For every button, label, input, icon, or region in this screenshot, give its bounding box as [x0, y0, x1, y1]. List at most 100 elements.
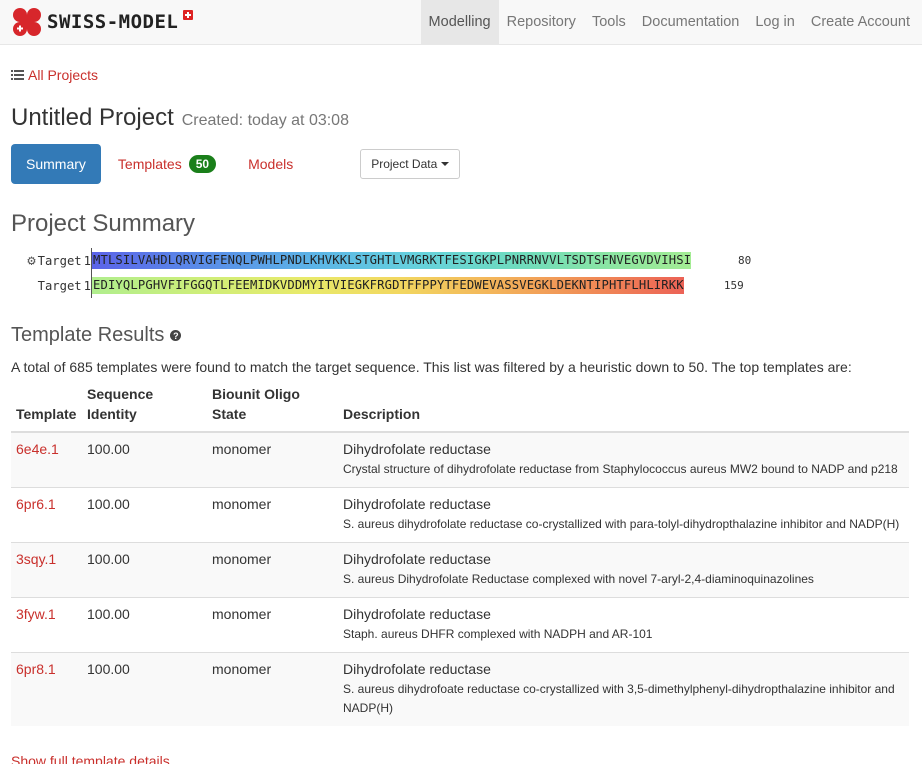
template-results-table: Template Sequence Identity Biounit Oligo S…	[11, 381, 909, 726]
template-cell: 6pr6.1	[11, 487, 82, 543]
header-identity-line2: Identity	[87, 406, 137, 422]
sequence-bar: MTLSILVAHDLQRVIGFENQLPWHLPNDLKHVKKLSTGHT…	[91, 248, 692, 273]
description-detail: Staph. aureus DHFR complexed with NADPH …	[343, 627, 653, 641]
description-cell: Dihydrofolate reductase Crystal structure…	[338, 431, 909, 488]
table-row: 3sqy.1 100.00 monomer Dihydrofolate redu…	[11, 542, 909, 598]
table-row: 6pr8.1 100.00 monomer Dihydrofolate redu…	[11, 652, 909, 726]
templates-count-badge: 50	[188, 155, 217, 173]
identity-cell: 100.00	[82, 652, 207, 726]
header-identity-line1: Sequence	[87, 386, 154, 402]
project-data-dropdown[interactable]: Project Data	[360, 149, 461, 179]
template-cell: 3fyw.1	[11, 597, 82, 653]
table-row: 6pr6.1 100.00 monomer Dihydrofolate redu…	[11, 487, 909, 543]
description-detail: S. aureus dihydrofolate reductase co-cry…	[343, 517, 900, 531]
help-icon[interactable]: ?	[170, 330, 182, 341]
template-link[interactable]: 3sqy.1	[16, 551, 57, 567]
tab-summary[interactable]: Summary	[11, 144, 101, 184]
nav-log-in[interactable]: Log in	[755, 14, 795, 30]
sequence-bar: EDIYQLPGHVFIFGGQTLFEEMIDKVDDMYITVIEGKFRG…	[91, 273, 684, 298]
project-title[interactable]: Untitled Project	[11, 104, 174, 131]
header-oligo-line2: State	[212, 406, 247, 422]
all-projects-label: All Projects	[28, 67, 99, 83]
description-detail: Crystal structure of dihydrofolate reduc…	[343, 462, 898, 476]
project-tabs: Summary Templates 50 Models Project Data	[11, 144, 911, 184]
description-cell: Dihydrofolate reductase S. aureus Dihydro…	[338, 542, 909, 598]
sequence-viewer: ⚙ Target 1 MTLSILVAHDLQRVIGFENQLPWHLPNDL…	[11, 248, 911, 298]
description-title: Dihydrofolate reductase	[343, 551, 491, 567]
tab-summary-label: Summary	[26, 156, 86, 172]
list-icon	[11, 69, 24, 81]
template-link[interactable]: 6pr8.1	[16, 661, 56, 677]
sequence-row-label: Target 1	[11, 279, 91, 293]
sequence-row: Target 1 EDIYQLPGHVFIFGGQTLFEEMIDKVDDMYI…	[11, 273, 911, 298]
template-results-title: Template Results ?	[11, 324, 911, 347]
description-title: Dihydrofolate reductase	[343, 441, 491, 457]
project-data-label: Project Data	[371, 157, 438, 171]
nav-modelling[interactable]: Modelling	[420, 0, 499, 44]
template-link[interactable]: 6pr6.1	[16, 496, 56, 512]
description-detail: S. aureus dihydrofoate reductase co-crys…	[343, 682, 895, 715]
swiss-flag-icon	[183, 10, 194, 20]
sequence-end: 80	[737, 254, 752, 267]
header-template: Template	[11, 381, 82, 433]
tab-templates[interactable]: Templates 50	[103, 144, 231, 184]
project-summary-title: Project Summary	[11, 210, 196, 237]
tab-models[interactable]: Models	[233, 144, 308, 184]
table-header-row: Template Sequence Identity Biounit Oligo S…	[11, 381, 909, 433]
description-title: Dihydrofolate reductase	[343, 661, 491, 677]
sequence-row-label: ⚙ Target 1	[11, 253, 91, 269]
description-cell: Dihydrofolate reductase S. aureus dihydro…	[338, 487, 909, 543]
nav-documentation[interactable]: Documentation	[641, 14, 740, 30]
oligo-cell: monomer	[207, 652, 338, 726]
oligo-cell: monomer	[207, 487, 338, 543]
identity-cell: 100.00	[82, 597, 207, 653]
header-description: Description	[338, 381, 909, 433]
sequence-row: ⚙ Target 1 MTLSILVAHDLQRVIGFENQLPWHLPNDL…	[11, 248, 911, 273]
description-title: Dihydrofolate reductase	[343, 496, 491, 512]
oligo-cell: monomer	[207, 597, 338, 653]
tab-models-label: Models	[248, 156, 294, 172]
template-cell: 6e4e.1	[11, 431, 82, 488]
project-created: Created: today at 03:08	[181, 112, 349, 129]
identity-cell: 100.00	[82, 431, 207, 488]
show-full-template-details-link[interactable]: Show full template details	[11, 753, 170, 764]
sequence-label: Target	[37, 278, 82, 293]
template-results-description: A total of 685 templates were found to m…	[11, 359, 852, 375]
sequence-text[interactable]: EDIYQLPGHVFIFGGQTLFEEMIDKVDDMYITVIEGKFRG…	[92, 277, 684, 294]
description-title: Dihydrofolate reductase	[343, 606, 491, 622]
identity-cell: 100.00	[82, 487, 207, 543]
template-link[interactable]: 6e4e.1	[16, 441, 59, 457]
oligo-cell: monomer	[207, 431, 338, 488]
table-row: 3fyw.1 100.00 monomer Dihydrofolate redu…	[11, 597, 909, 653]
header-identity: Sequence Identity	[82, 381, 207, 433]
identity-cell: 100.00	[82, 542, 207, 598]
sequence-label: Target	[37, 253, 82, 268]
navbar: SWISS-MODEL Modelling Repository Tools D…	[0, 0, 922, 45]
sequence-start: 1	[83, 278, 91, 293]
nav-tools[interactable]: Tools	[591, 14, 626, 30]
brand[interactable]: SWISS-MODEL	[0, 0, 194, 44]
description-cell: Dihydrofolate reductase Staph. aureus DHF…	[338, 597, 909, 653]
template-link[interactable]: 3fyw.1	[16, 606, 56, 622]
template-results-title-text: Template Results	[11, 324, 165, 346]
sequence-start: 1	[83, 253, 91, 268]
header-oligo: Biounit Oligo State	[207, 381, 338, 433]
sequence-text[interactable]: MTLSILVAHDLQRVIGFENQLPWHLPNDLKHVKKLSTGHT…	[92, 252, 692, 269]
gear-icon[interactable]: ⚙	[27, 252, 36, 269]
description-cell: Dihydrofolate reductase S. aureus dihydro…	[338, 652, 909, 726]
template-cell: 6pr8.1	[11, 652, 82, 726]
description-detail: S. aureus Dihydrofolate Reductase comple…	[343, 572, 814, 586]
all-projects-link[interactable]: All Projects	[11, 67, 911, 83]
table-row: 6e4e.1 100.00 monomer Dihydrofolate redu…	[11, 431, 909, 488]
swiss-model-logo-icon	[13, 8, 41, 36]
template-cell: 3sqy.1	[11, 542, 82, 598]
header-oligo-line1: Biounit Oligo	[212, 386, 300, 402]
main-nav: Modelling Repository Tools Documentation…	[420, 0, 922, 44]
caret-down-icon	[441, 162, 450, 166]
tab-templates-label: Templates	[117, 156, 182, 172]
main-content: All Projects Untitled Project Created: t…	[0, 67, 922, 764]
nav-create-account[interactable]: Create Account	[810, 14, 910, 30]
nav-repository[interactable]: Repository	[506, 14, 576, 30]
oligo-cell: monomer	[207, 542, 338, 598]
sequence-end: 159	[723, 279, 744, 292]
